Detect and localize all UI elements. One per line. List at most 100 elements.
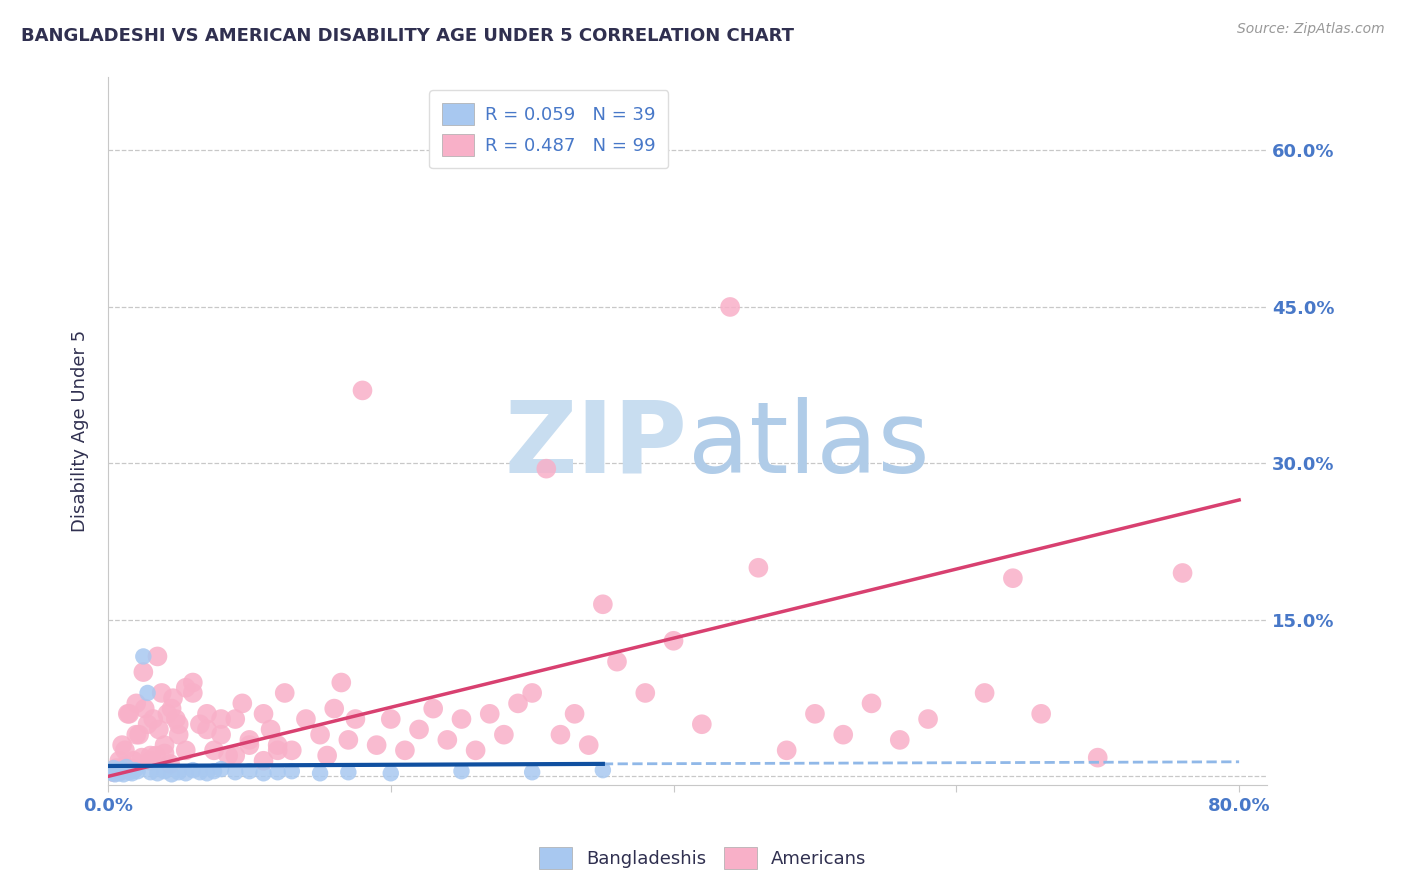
Point [330, 675, 353, 690]
Point [132, 649, 155, 664]
Point [564, 706, 586, 721]
Point [153, 764, 176, 779]
Point [266, 738, 288, 752]
Point [188, 765, 211, 780]
Point [202, 764, 225, 779]
Point [160, 767, 183, 781]
Point [1031, 706, 1053, 721]
Legend: R = 0.059   N = 39, R = 0.487   N = 99: R = 0.059 N = 39, R = 0.487 N = 99 [429, 90, 668, 169]
Point [181, 763, 204, 777]
Point [690, 717, 713, 731]
Point [153, 747, 176, 761]
Legend: Bangladeshis, Americans: Bangladeshis, Americans [531, 839, 875, 876]
Point [128, 728, 150, 742]
Point [139, 754, 162, 768]
Point [506, 697, 529, 711]
Point [181, 686, 204, 700]
Text: BANGLADESHI VS AMERICAN DISABILITY AGE UNDER 5 CORRELATION CHART: BANGLADESHI VS AMERICAN DISABILITY AGE U… [21, 27, 794, 45]
Point [100, 764, 122, 779]
Point [337, 732, 360, 747]
Point [281, 743, 304, 757]
Point [174, 766, 197, 780]
Point [195, 723, 218, 737]
Point [238, 738, 260, 752]
Point [209, 712, 232, 726]
Point [889, 732, 911, 747]
Point [450, 712, 472, 726]
Point [115, 760, 138, 774]
Point [132, 665, 155, 679]
Point [110, 764, 132, 779]
Point [111, 762, 134, 776]
Point [104, 767, 127, 781]
Point [973, 686, 995, 700]
Point [718, 300, 741, 314]
Point [202, 743, 225, 757]
Point [578, 738, 600, 752]
Point [492, 728, 515, 742]
Text: ZIP: ZIP [505, 397, 688, 494]
Point [323, 701, 346, 715]
Point [520, 765, 543, 780]
Point [105, 765, 128, 780]
Point [105, 761, 128, 775]
Point [592, 763, 614, 777]
Text: atlas: atlas [688, 397, 929, 494]
Point [1087, 750, 1109, 764]
Point [167, 717, 190, 731]
Point [108, 766, 131, 780]
Point [252, 754, 274, 768]
Point [142, 712, 165, 726]
Point [103, 761, 125, 775]
Point [224, 712, 246, 726]
Point [408, 723, 430, 737]
Point [121, 766, 143, 780]
Point [131, 750, 153, 764]
Point [146, 649, 169, 664]
Point [139, 765, 162, 780]
Point [344, 712, 367, 726]
Point [217, 748, 239, 763]
Point [117, 706, 139, 721]
Point [394, 743, 416, 757]
Point [112, 767, 135, 781]
Point [167, 765, 190, 780]
Point [127, 764, 149, 779]
Point [252, 766, 274, 780]
Point [134, 701, 156, 715]
Point [120, 761, 142, 775]
Point [162, 691, 184, 706]
Point [118, 765, 141, 780]
Point [917, 712, 939, 726]
Point [592, 597, 614, 611]
Point [776, 743, 799, 757]
Point [536, 461, 558, 475]
Point [108, 754, 131, 768]
Point [252, 706, 274, 721]
Point [422, 701, 444, 715]
Point [145, 748, 167, 763]
Point [747, 561, 769, 575]
Point [148, 723, 170, 737]
Point [380, 766, 402, 780]
Point [195, 706, 218, 721]
Point [103, 765, 125, 780]
Point [295, 712, 318, 726]
Point [352, 384, 374, 398]
Point [224, 765, 246, 780]
Point [450, 764, 472, 779]
Text: Source: ZipAtlas.com: Source: ZipAtlas.com [1237, 22, 1385, 37]
Point [153, 738, 176, 752]
Point [167, 728, 190, 742]
Point [139, 748, 162, 763]
Point [188, 717, 211, 731]
Point [146, 766, 169, 780]
Point [174, 743, 197, 757]
Point [478, 706, 501, 721]
Point [107, 763, 129, 777]
Point [337, 765, 360, 780]
Point [114, 743, 136, 757]
Point [238, 732, 260, 747]
Point [804, 706, 827, 721]
Point [108, 764, 131, 779]
